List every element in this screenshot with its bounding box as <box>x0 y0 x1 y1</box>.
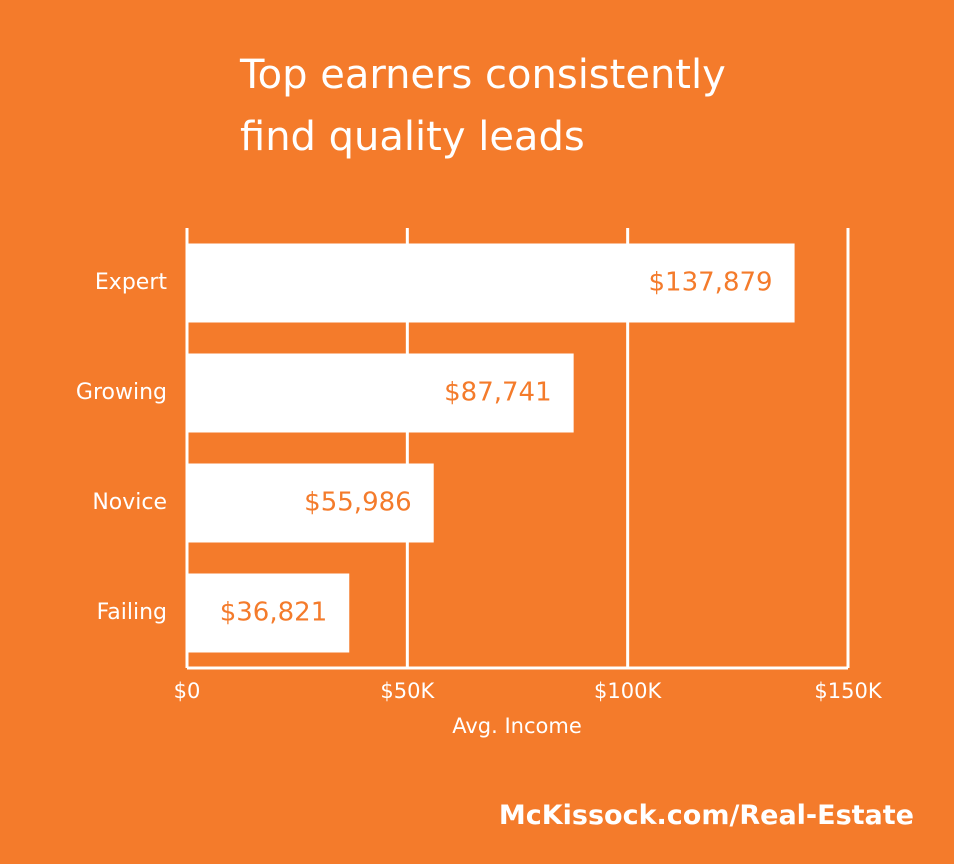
bar <box>187 353 574 433</box>
x-tick-label: $100K <box>594 679 662 703</box>
y-tick-label: Expert <box>95 270 167 295</box>
y-tick-label: Failing <box>97 600 167 625</box>
x-tick-label: $0 <box>174 679 201 703</box>
y-tick-label: Growing <box>76 380 167 405</box>
bar <box>187 463 434 543</box>
x-tick-label: $150K <box>814 679 882 703</box>
value-label: $36,821 <box>220 598 328 628</box>
chart-title: Top earners consistently find quality le… <box>240 52 726 160</box>
value-label: $55,986 <box>304 488 412 518</box>
bar <box>187 243 795 323</box>
value-label: $137,879 <box>649 268 773 298</box>
y-tick-label: Novice <box>92 490 167 515</box>
source: McKissock.com/Real-Estate <box>498 800 914 831</box>
x-tick-label: $50K <box>380 679 435 703</box>
value-label: $87,741 <box>444 378 552 408</box>
x-axis-label: Avg. Income <box>452 714 582 738</box>
bar <box>187 573 350 653</box>
